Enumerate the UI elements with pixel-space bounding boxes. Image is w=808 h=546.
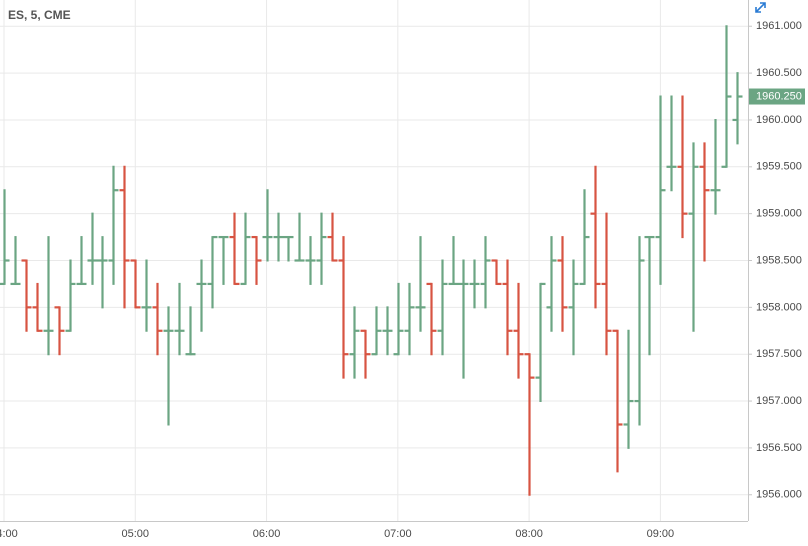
y-tick-label: 1957.500 (756, 348, 802, 360)
y-tick-label: 1958.500 (756, 254, 802, 266)
x-tick-label: 05:00 (122, 528, 150, 540)
y-tick-label: 1960.500 (756, 67, 802, 79)
y-tick-label: 1960.000 (756, 114, 802, 126)
y-tick-label: 1958.000 (756, 301, 802, 313)
bars (0, 25, 743, 496)
last-price-label: 1960.250 (756, 90, 802, 102)
chart-title: ES, 5, CME (8, 8, 71, 22)
x-tick-label: 07:00 (384, 528, 412, 540)
y-tick-label: 1956.500 (756, 442, 802, 454)
axes: 1956.000 1956.500 1957.000 1957.500 1958.000… (0, 20, 805, 540)
expand-icon[interactable] (755, 2, 766, 13)
y-tick-label: 1956.000 (756, 489, 802, 501)
x-tick-label: 04:00 (0, 528, 18, 540)
y-tick-label: 1961.000 (756, 20, 802, 32)
y-tick-label: 1957.000 (756, 395, 802, 407)
x-tick-label: 06:00 (253, 528, 281, 540)
last-price-box (749, 88, 805, 105)
x-tick-label: 09:00 (647, 528, 675, 540)
x-tick-label: 08:00 (515, 528, 543, 540)
y-tick-label: 1959.500 (756, 161, 802, 173)
y-tick-label: 1959.000 (756, 208, 802, 220)
